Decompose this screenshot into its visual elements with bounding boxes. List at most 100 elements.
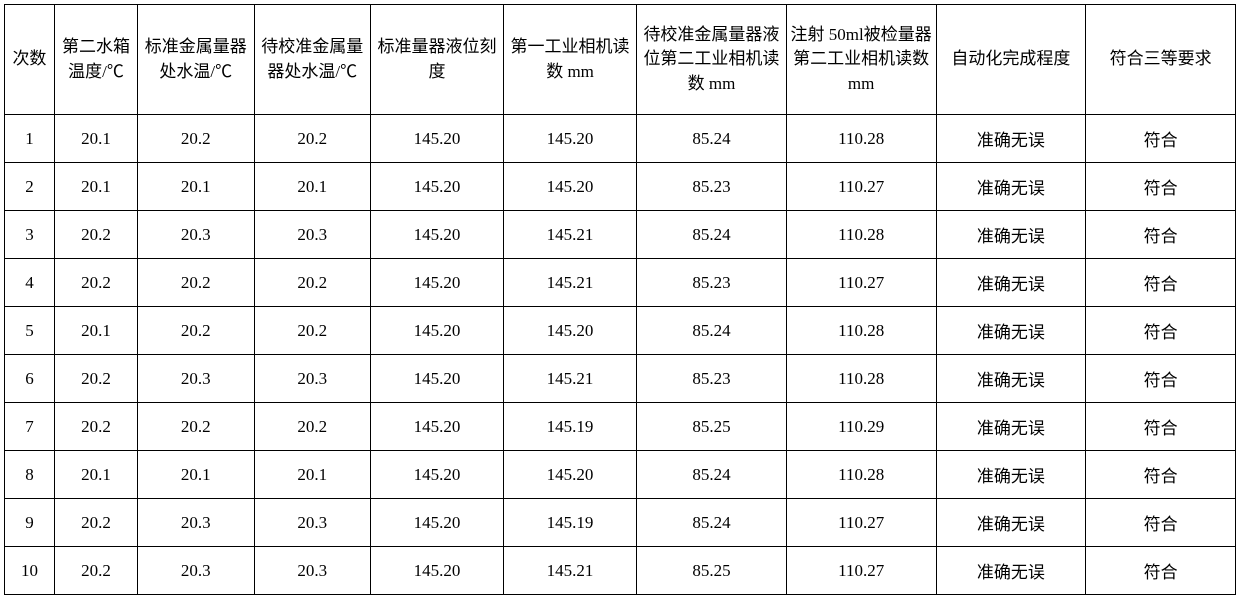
table-cell: 20.2 [254,259,370,307]
table-cell: 20.2 [254,115,370,163]
table-cell: 准确无误 [936,451,1086,499]
table-cell: 85.24 [637,307,787,355]
table-cell: 85.24 [637,211,787,259]
table-cell: 20.1 [138,163,254,211]
table-cell: 20.3 [138,211,254,259]
table-cell: 5 [5,307,55,355]
table-cell: 准确无误 [936,403,1086,451]
table-cell: 85.24 [637,499,787,547]
table-row: 1020.220.320.3145.20145.2185.25110.27准确无… [5,547,1236,595]
table-cell: 20.3 [138,355,254,403]
table-cell: 20.2 [138,307,254,355]
table-cell: 145.21 [504,211,637,259]
table-cell: 145.19 [504,499,637,547]
table-cell: 145.20 [370,355,503,403]
table-cell: 110.28 [786,451,936,499]
table-cell: 110.27 [786,259,936,307]
table-cell: 145.21 [504,547,637,595]
table-cell: 145.20 [504,307,637,355]
table-cell: 145.20 [370,211,503,259]
table-cell: 准确无误 [936,211,1086,259]
table-cell: 符合 [1086,259,1236,307]
table-cell: 20.1 [54,115,137,163]
header-cell: 标准金属量器处水温/℃ [138,5,254,115]
table-cell: 7 [5,403,55,451]
header-cell: 注射 50ml被检量器第二工业相机读数 mm [786,5,936,115]
table-cell: 110.29 [786,403,936,451]
table-cell: 符合 [1086,499,1236,547]
header-cell: 次数 [5,5,55,115]
table-cell: 符合 [1086,355,1236,403]
table-cell: 符合 [1086,403,1236,451]
table-cell: 20.1 [54,451,137,499]
table-cell: 准确无误 [936,307,1086,355]
table-cell: 20.3 [138,499,254,547]
table-row: 220.120.120.1145.20145.2085.23110.27准确无误… [5,163,1236,211]
table-cell: 85.24 [637,115,787,163]
header-cell: 自动化完成程度 [936,5,1086,115]
table-cell: 20.2 [54,499,137,547]
table-cell: 准确无误 [936,115,1086,163]
table-cell: 9 [5,499,55,547]
table-cell: 145.20 [504,451,637,499]
table-cell: 符合 [1086,163,1236,211]
table-cell: 准确无误 [936,259,1086,307]
table-cell: 20.2 [54,355,137,403]
table-cell: 85.25 [637,403,787,451]
table-cell: 20.1 [254,163,370,211]
header-cell: 待校准金属量器处水温/℃ [254,5,370,115]
table-cell: 20.3 [254,547,370,595]
table-cell: 110.28 [786,355,936,403]
table-cell: 20.2 [254,307,370,355]
table-cell: 145.19 [504,403,637,451]
table-cell: 符合 [1086,451,1236,499]
header-cell: 符合三等要求 [1086,5,1236,115]
table-row: 920.220.320.3145.20145.1985.24110.27准确无误… [5,499,1236,547]
table-cell: 145.20 [370,499,503,547]
table-cell: 1 [5,115,55,163]
table-cell: 准确无误 [936,499,1086,547]
table-cell: 准确无误 [936,547,1086,595]
table-cell: 145.20 [370,403,503,451]
table-cell: 符合 [1086,547,1236,595]
table-cell: 20.3 [254,355,370,403]
table-cell: 20.2 [54,211,137,259]
table-cell: 20.2 [138,403,254,451]
table-cell: 20.1 [138,451,254,499]
table-cell: 6 [5,355,55,403]
table-cell: 110.28 [786,211,936,259]
table-cell: 145.20 [370,163,503,211]
table-cell: 145.21 [504,355,637,403]
table-cell: 85.24 [637,451,787,499]
table-cell: 85.23 [637,163,787,211]
table-cell: 145.21 [504,259,637,307]
table-cell: 20.1 [54,163,137,211]
table-cell: 20.2 [138,115,254,163]
table-cell: 145.20 [370,115,503,163]
table-cell: 符合 [1086,115,1236,163]
table-cell: 145.20 [504,115,637,163]
table-cell: 20.2 [54,259,137,307]
header-cell: 待校准金属量器液位第二工业相机读数 mm [637,5,787,115]
table-cell: 85.23 [637,259,787,307]
table-row: 720.220.220.2145.20145.1985.25110.29准确无误… [5,403,1236,451]
table-cell: 20.1 [54,307,137,355]
table-cell: 20.2 [254,403,370,451]
table-row: 420.220.220.2145.20145.2185.23110.27准确无误… [5,259,1236,307]
table-cell: 8 [5,451,55,499]
table-cell: 准确无误 [936,355,1086,403]
table-cell: 85.25 [637,547,787,595]
table-cell: 10 [5,547,55,595]
table-cell: 20.1 [254,451,370,499]
table-body: 120.120.220.2145.20145.2085.24110.28准确无误… [5,115,1236,595]
table-cell: 准确无误 [936,163,1086,211]
table-row: 820.120.120.1145.20145.2085.24110.28准确无误… [5,451,1236,499]
table-row: 120.120.220.2145.20145.2085.24110.28准确无误… [5,115,1236,163]
table-cell: 20.2 [54,403,137,451]
table-cell: 20.3 [254,211,370,259]
table-cell: 20.3 [254,499,370,547]
data-table: 次数 第二水箱温度/℃ 标准金属量器处水温/℃ 待校准金属量器处水温/℃ 标准量… [4,4,1236,595]
table-header-row: 次数 第二水箱温度/℃ 标准金属量器处水温/℃ 待校准金属量器处水温/℃ 标准量… [5,5,1236,115]
table-cell: 20.2 [54,547,137,595]
table-cell: 110.27 [786,499,936,547]
